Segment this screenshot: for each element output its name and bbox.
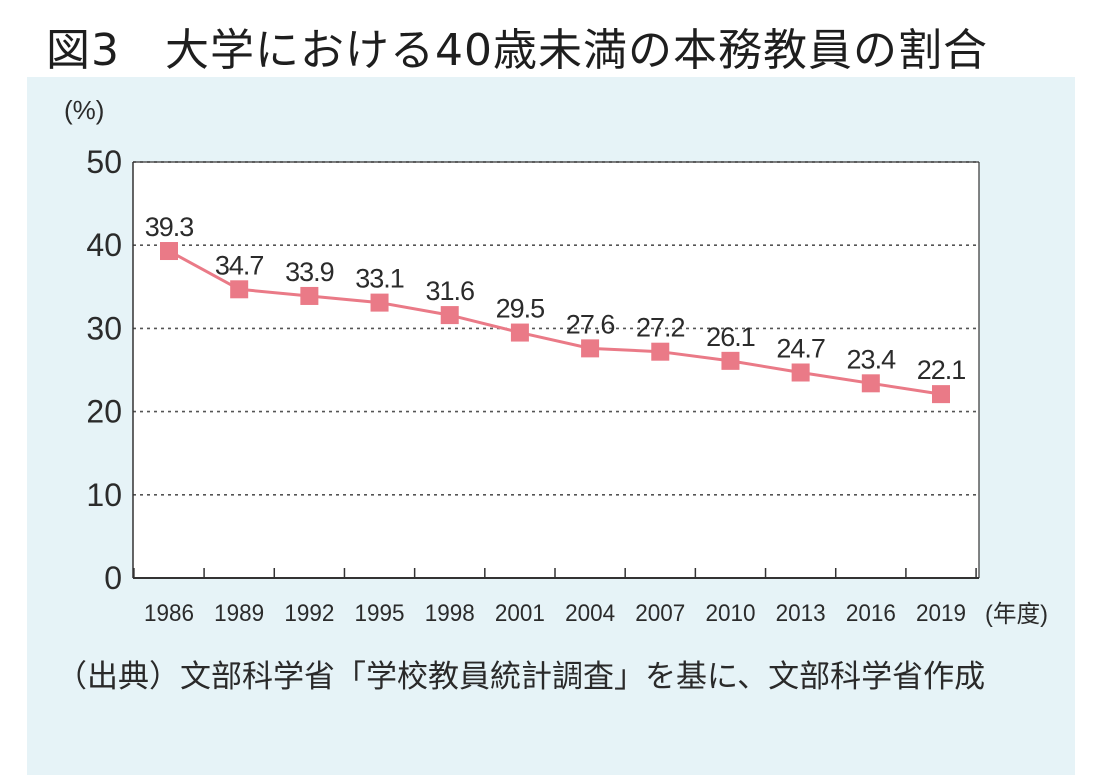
- data-point: [721, 351, 740, 370]
- y-tick-labels: 0 10 20 30 40 50: [86, 144, 122, 596]
- data-point: [932, 385, 950, 404]
- data-label: 22.1: [917, 355, 966, 385]
- data-point: [440, 306, 459, 325]
- figure-title: 図3 大学における40歳未満の本務教員の割合: [46, 25, 988, 76]
- y-tick-label: 10: [86, 477, 122, 513]
- data-label: 26.1: [706, 322, 755, 352]
- line-chart: 0 10 20 30 40 50 1986 1989 1992 1995 1998 2001 2004…: [64, 95, 1048, 628]
- data-point: [370, 293, 389, 312]
- x-tick-labels: 1986 1989 1992 1995 1998 2001 2004 2007 2010 2013…: [144, 600, 966, 627]
- x-axis-unit-label: (年度): [985, 601, 1048, 628]
- x-tick-label: 2016: [846, 600, 896, 627]
- data-point: [581, 339, 600, 358]
- data-label: 27.6: [566, 309, 615, 339]
- data-labels: 39.3 34.7 33.9 33.1 31.6 29.5 27.6 27.2 26.1 24.7…: [145, 212, 967, 385]
- series-line: [168, 249, 942, 396]
- data-label: 29.5: [496, 294, 545, 324]
- data-point: [791, 363, 810, 382]
- source-note: （出典）文部科学省「学校教員統計調査」を基に、文部科学省作成: [56, 659, 986, 695]
- x-tick-label: 2013: [776, 600, 826, 627]
- data-point: [651, 342, 670, 361]
- x-tick-label: 2007: [635, 600, 685, 627]
- x-tick-label: 2010: [705, 600, 755, 627]
- data-label: 24.7: [776, 333, 825, 363]
- y-tick-label: 0: [104, 560, 122, 596]
- data-label: 23.4: [847, 344, 897, 374]
- data-series: [160, 242, 950, 404]
- x-tick-label: 1992: [284, 600, 334, 627]
- data-label: 33.1: [355, 264, 404, 294]
- y-tick-label: 30: [86, 310, 122, 346]
- data-point: [300, 286, 319, 305]
- y-axis-unit-label: (%): [64, 95, 104, 125]
- x-tick-label: 1995: [355, 600, 405, 627]
- x-tick-label: 2019: [916, 600, 966, 627]
- x-tick-label: 1989: [214, 600, 264, 627]
- chart-panel: 0 10 20 30 40 50 1986 1989 1992 1995 1998 2001 2004…: [27, 77, 1075, 775]
- x-tick-label: 2001: [495, 600, 545, 627]
- data-label: 27.2: [636, 313, 685, 343]
- data-point: [861, 374, 880, 393]
- x-tick-label: 1986: [144, 600, 194, 627]
- data-point: [230, 280, 249, 299]
- x-tick-label: 2004: [565, 600, 615, 627]
- data-point: [510, 323, 529, 342]
- axes: [132, 161, 980, 579]
- y-tick-label: 20: [86, 394, 122, 430]
- data-label: 31.6: [425, 276, 474, 306]
- x-tick-label: 1998: [425, 600, 475, 627]
- plot-area: [133, 162, 979, 578]
- y-tick-label: 40: [86, 227, 122, 263]
- data-label: 34.7: [215, 250, 264, 280]
- y-tick-label: 50: [86, 144, 122, 180]
- data-label: 39.3: [145, 212, 194, 242]
- data-label: 33.9: [285, 257, 334, 287]
- data-point: [160, 242, 178, 261]
